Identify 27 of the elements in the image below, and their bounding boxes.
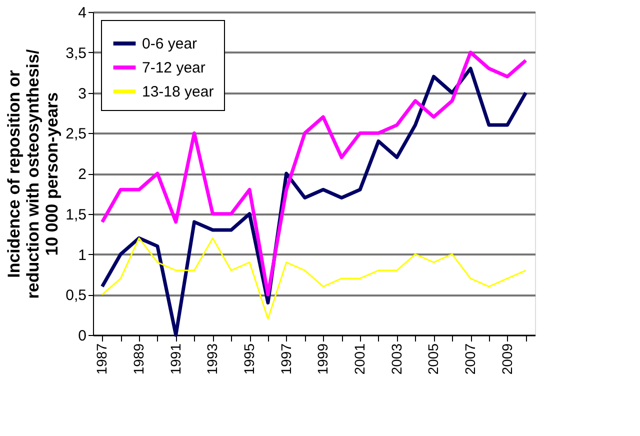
legend-label: 7-12 year xyxy=(142,60,206,76)
y-tick-label: 2 xyxy=(78,166,86,183)
y-tick-label: 3 xyxy=(78,85,86,102)
y-axis-title: Incidence of reposition or reduction with osteosynthesis/ 10 000 person-years xyxy=(4,49,62,299)
x-tick-label: 1987 xyxy=(94,343,110,375)
line-series xyxy=(101,237,527,320)
x-tick-label: 1999 xyxy=(314,343,331,375)
y-tick-label: 3,5 xyxy=(66,44,86,62)
x-tick-label: 1995 xyxy=(241,343,258,375)
y-tick-label: 0,5 xyxy=(66,287,86,304)
x-tick-label: 2003 xyxy=(388,343,404,375)
x-tick-label: 1991 xyxy=(167,343,184,375)
y-tick-label: 4 xyxy=(78,4,86,22)
x-tick-label: 2005 xyxy=(425,343,442,375)
x-tick-label: 1989 xyxy=(130,343,147,375)
x-tick-label: 1993 xyxy=(204,343,220,375)
y-tick-label: 0 xyxy=(78,328,86,344)
x-tick-label: 1997 xyxy=(278,343,294,375)
y-tick-label: 2,5 xyxy=(66,126,86,143)
y-tick-label: 1 xyxy=(78,246,86,264)
y-tick-label: 1,5 xyxy=(66,206,86,224)
x-tick-label: 2001 xyxy=(352,343,368,375)
line-series xyxy=(100,50,528,296)
x-tick-label: 2009 xyxy=(498,343,515,375)
legend-label: 13-18 year xyxy=(142,84,214,100)
legend-label: 0-6 year xyxy=(142,36,198,52)
x-tick-label: 2007 xyxy=(462,343,478,375)
